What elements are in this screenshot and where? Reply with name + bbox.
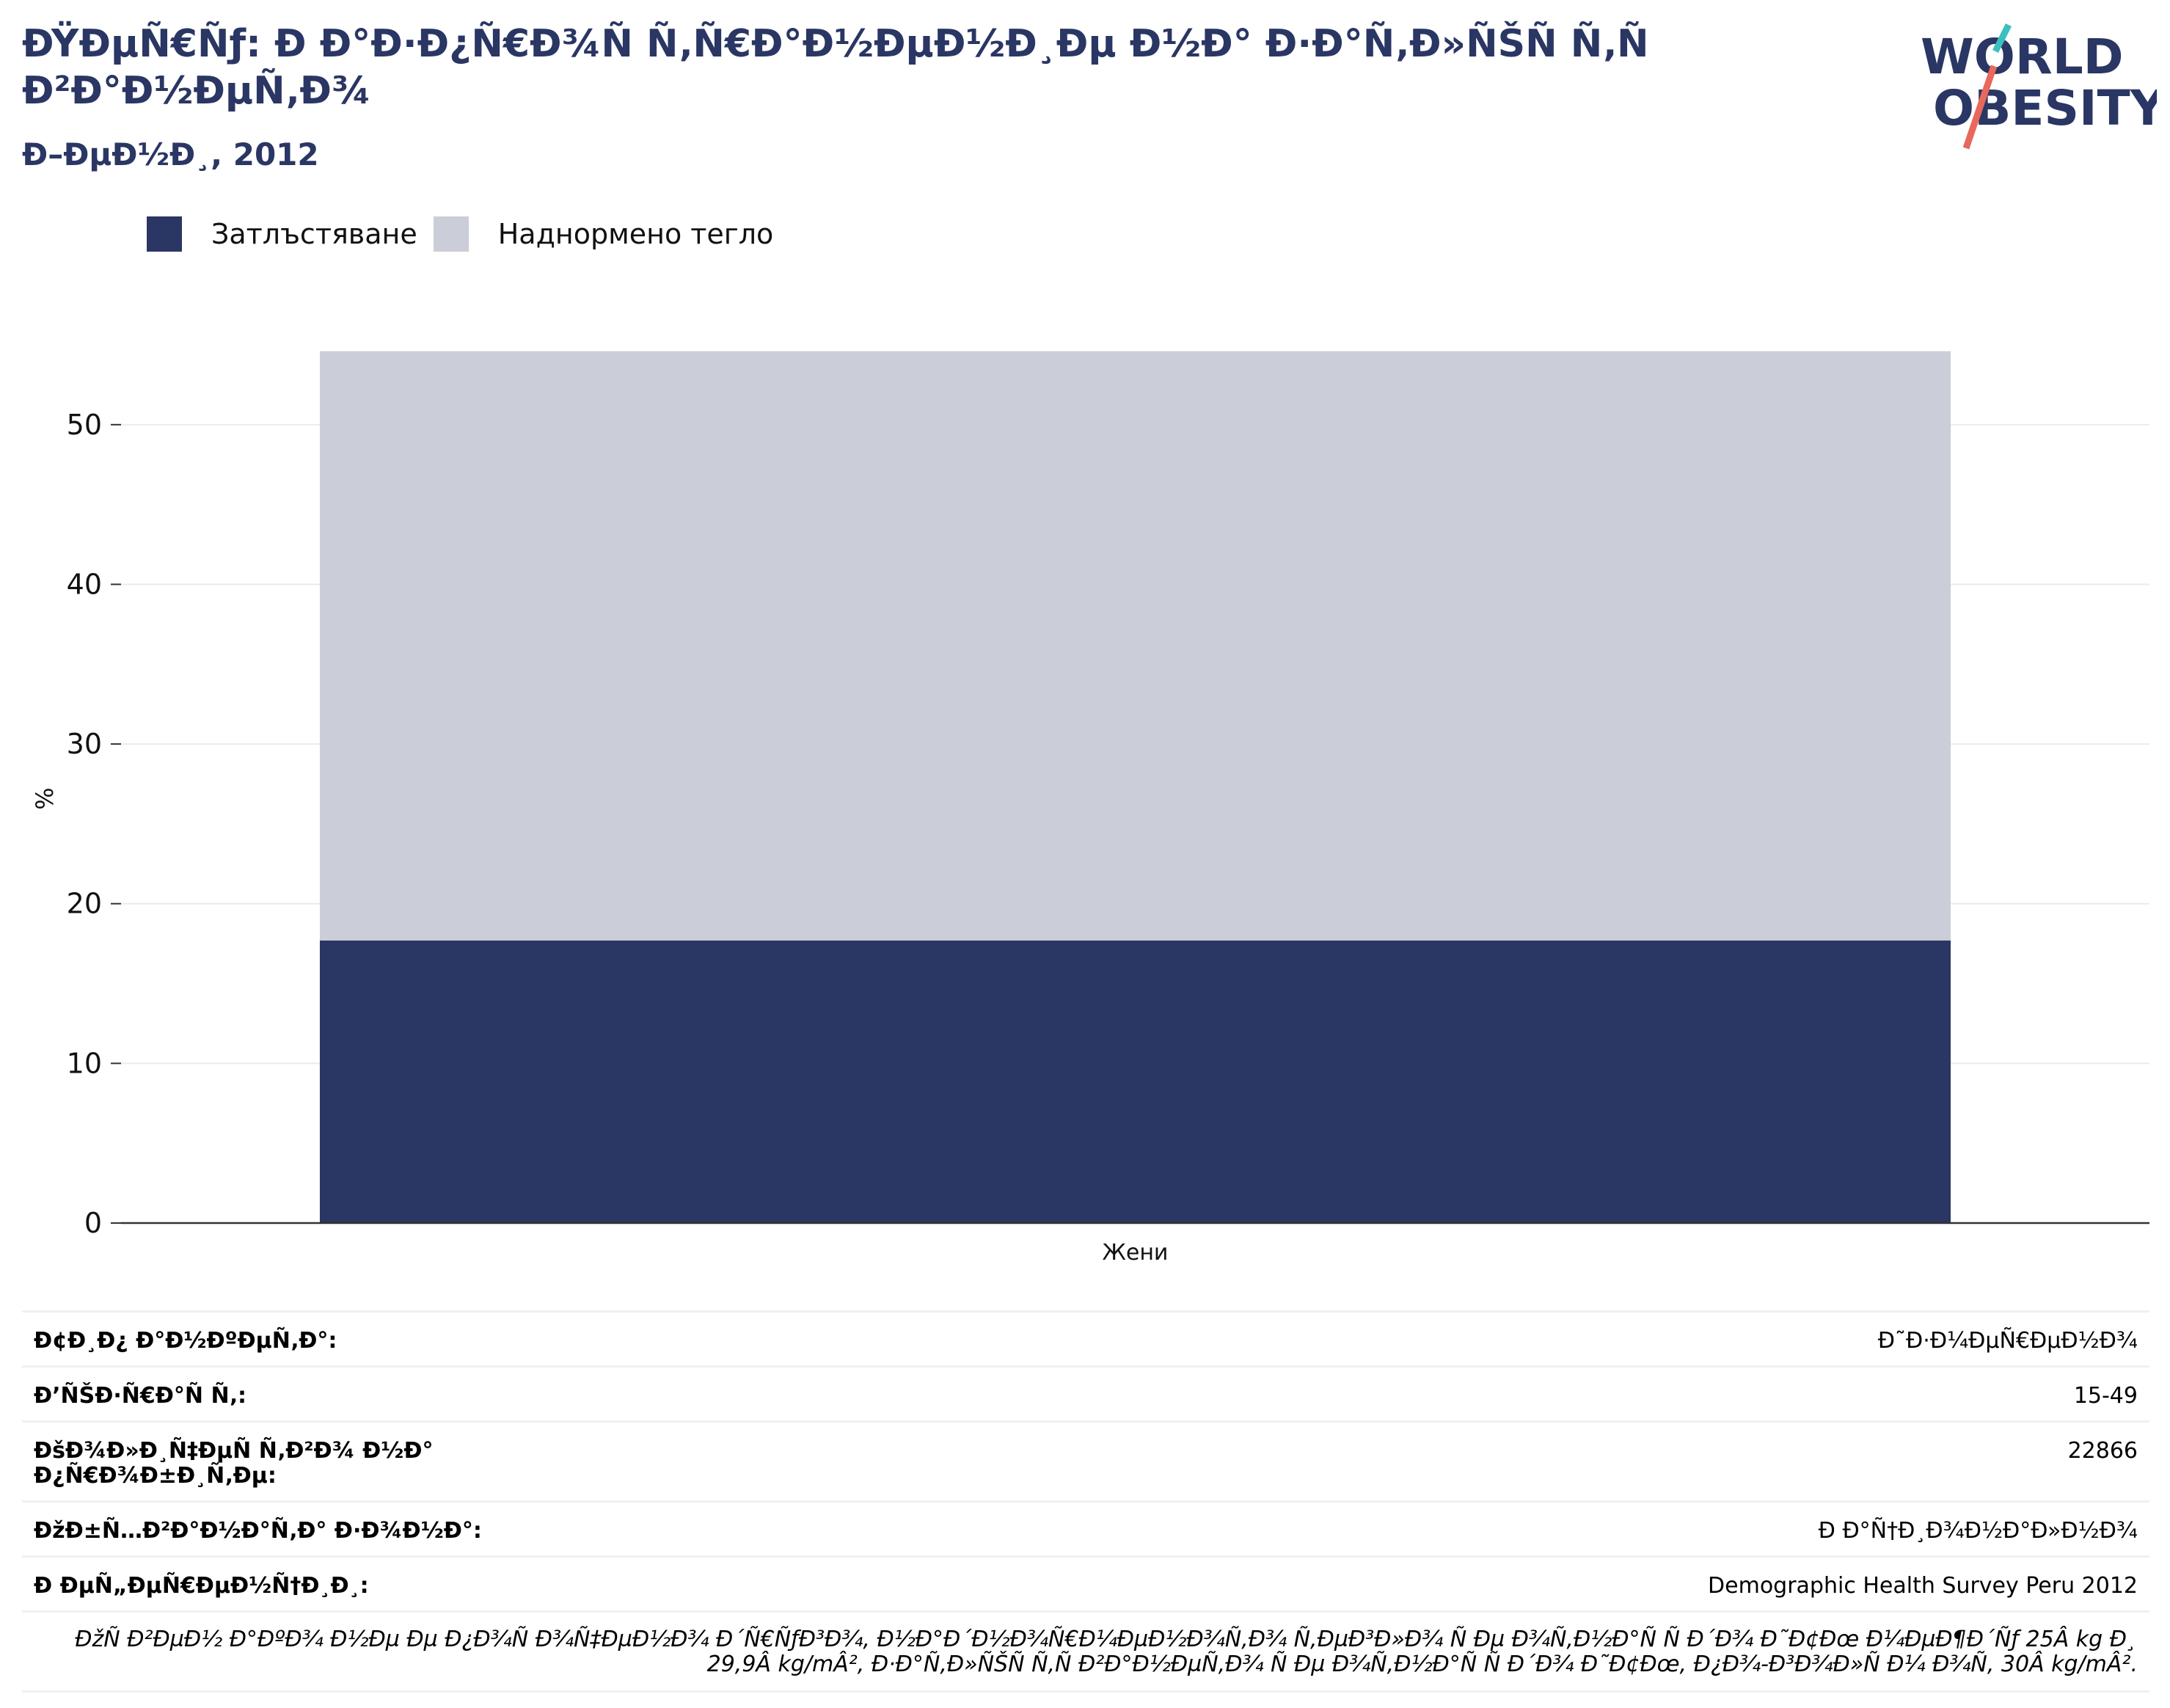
meta-value: Ð Ð°Ñ†Ð¸Ð¾Ð½Ð°Ð»Ð½Ð¾ — [1818, 1518, 2138, 1544]
y-tick-label: 40 — [67, 568, 102, 600]
logo-slash-teal — [1992, 23, 2012, 54]
chart-legend: Затлъстяване Наднормено тегло — [147, 216, 789, 252]
y-tick-label: 20 — [67, 888, 102, 920]
legend-swatch-overweight — [433, 216, 469, 252]
survey-metadata-table: Ð¢Ð¸Ð¿ Ð°Ð½ÐºÐµÑ‚Ð°: Ð˜Ð·Ð¼ÐµÑ€ÐµÐ½Ð¾ Ð’… — [22, 1310, 2149, 1693]
meta-label: Ð¢Ð¸Ð¿ Ð°Ð½ÐºÐµÑ‚Ð°: — [34, 1328, 337, 1354]
y-tick-label: 0 — [84, 1207, 102, 1239]
meta-row-sample-size: ÐšÐ¾Ð»Ð¸Ñ‡ÐµÑ Ñ‚Ð²Ð¾ Ð½Ð° Ð¿Ñ€Ð¾Ð±Ð¸Ñ‚Ðµ… — [22, 1420, 2149, 1500]
meta-row-survey-type: Ð¢Ð¸Ð¿ Ð°Ð½ÐºÐµÑ‚Ð°: Ð˜Ð·Ð¼ÐµÑ€ÐµÐ½Ð¾ — [22, 1310, 2149, 1365]
x-tick-label: Жени — [1103, 1240, 1169, 1266]
meta-row-age: Ð’ÑŠÐ·Ñ€Ð°Ñ Ñ‚: 15-49 — [22, 1365, 2149, 1420]
meta-value: 15-49 — [2073, 1383, 2138, 1409]
y-tick-label: 30 — [67, 728, 102, 760]
legend-swatch-obesity — [147, 216, 182, 252]
legend-label-overweight: Наднормено тегло — [497, 218, 774, 250]
y-tick-label: 10 — [67, 1047, 102, 1079]
logo-slash-red — [1962, 65, 1998, 150]
page-subtitle: Ð–ÐµÐ½Ð¸, 2012 — [22, 136, 319, 172]
y-tick-label: 50 — [67, 409, 102, 441]
world-obesity-logo: WORLD OBESITY — [1921, 23, 2157, 150]
meta-label: Ð’ÑŠÐ·Ñ€Ð°Ñ Ñ‚: — [34, 1383, 246, 1409]
meta-label: Ð ÐµÑ„ÐµÑ€ÐµÐ½Ñ†Ð¸Ð¸: — [34, 1573, 369, 1599]
logo-word-world: WORLD — [1921, 29, 2124, 85]
bar-segment-overweight — [319, 351, 1951, 941]
meta-label: ÐžÐ±Ñ…Ð²Ð°Ð½Ð°Ñ‚Ð° Ð·Ð¾Ð½Ð°: — [34, 1518, 482, 1544]
meta-value: Demographic Health Survey Peru 2012 — [1708, 1573, 2138, 1599]
y-axis-label: % — [31, 787, 59, 809]
bar-segment-obesity — [319, 940, 1951, 1223]
bar-chart: 0 10 20 30 40 50% Жени — [31, 351, 2149, 1266]
page-title: ÐŸÐµÑ€Ñƒ: Ð Ð°Ð·Ð¿Ñ€Ð¾Ñ Ñ‚Ñ€Ð°Ð½ÐµÐ½Ð¸Ðµ… — [22, 22, 1649, 113]
meta-value: Ð˜Ð·Ð¼ÐµÑ€ÐµÐ½Ð¾ — [1877, 1328, 2138, 1354]
meta-row-area: ÐžÐ±Ñ…Ð²Ð°Ð½Ð°Ñ‚Ð° Ð·Ð¾Ð½Ð°: Ð Ð°Ñ†Ð¸Ð¾Ð… — [22, 1500, 2149, 1555]
meta-row-references: Ð ÐµÑ„ÐµÑ€ÐµÐ½Ñ†Ð¸Ð¸: Demographic Health… — [22, 1555, 2149, 1610]
legend-label-obesity: Затлъстяване — [211, 218, 417, 250]
meta-value: 22866 — [2067, 1438, 2138, 1464]
definition-note: ÐžÑ Ð²ÐµÐ½ Ð°ÐºÐ¾ Ð½Ðµ Ðµ Ð¿Ð¾Ñ Ð¾Ñ‡ÐµÐ½… — [22, 1610, 2149, 1693]
meta-label: ÐšÐ¾Ð»Ð¸Ñ‡ÐµÑ Ñ‚Ð²Ð¾ Ð½Ð° Ð¿Ñ€Ð¾Ð±Ð¸Ñ‚Ðµ… — [34, 1438, 434, 1489]
